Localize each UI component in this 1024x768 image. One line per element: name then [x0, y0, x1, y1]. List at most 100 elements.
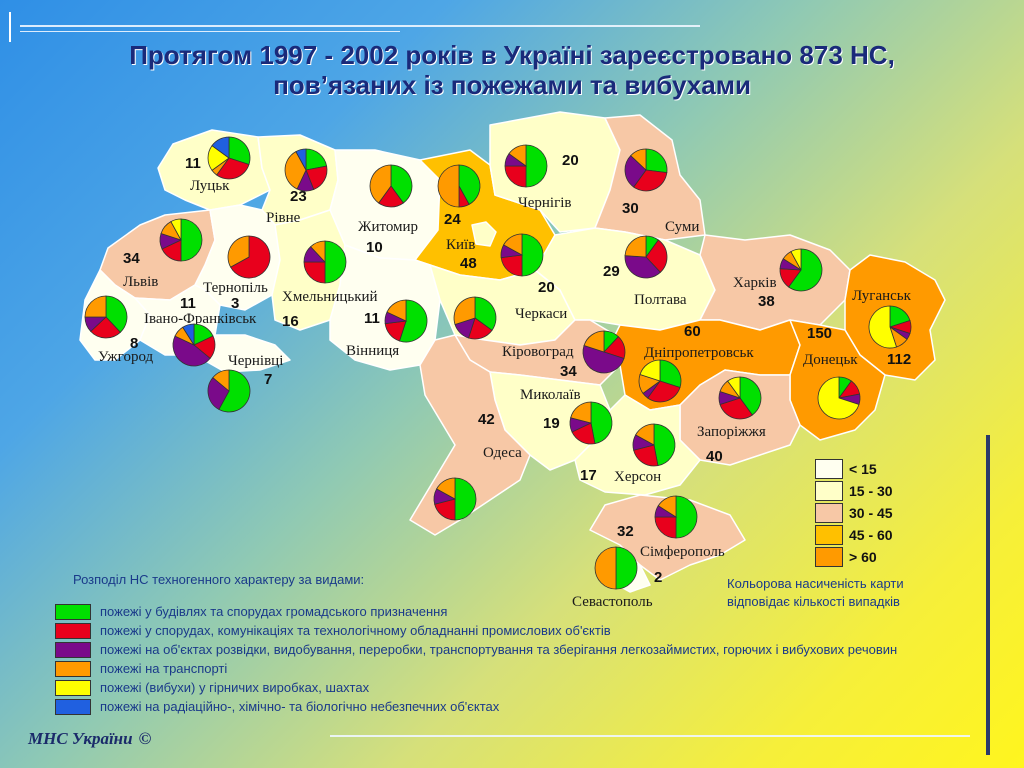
scale-row: 45 - 60: [815, 524, 915, 546]
type-label: пожежі (вибухи) у гірничих виробках, шах…: [100, 680, 370, 695]
brand-logo: МНС України ©: [28, 729, 151, 749]
copyright-icon: ©: [138, 729, 152, 748]
scale-label: < 15: [849, 461, 877, 477]
pie-crimea: [654, 495, 698, 539]
count-label-khmelnytskyi: 16: [282, 313, 299, 330]
pie-slice-orange: [386, 299, 407, 322]
pie-slice-purple: [582, 345, 625, 374]
brand-text: МНС України: [28, 729, 133, 748]
count-label-ternopil: 3: [231, 295, 239, 312]
count-label-lviv: 34: [123, 250, 140, 267]
pie-slice-green: [474, 296, 497, 331]
city-label-kirovohrad: Кіровоград: [502, 344, 574, 360]
pie-slice-orange: [84, 295, 107, 318]
city-label-uzhhorod: Ужгород: [98, 349, 154, 365]
pie-slice-yellow: [868, 305, 897, 349]
count-label-kherson: 17: [580, 467, 597, 484]
city-label-kharkiv: Харків: [733, 275, 777, 291]
pie-slice-orange: [212, 369, 230, 392]
pie-slice-green: [645, 148, 668, 174]
city-label-lutsk: Луцьк: [190, 178, 230, 194]
city-label-ternopil: Тернопіль: [203, 280, 268, 296]
pie-zhytomyr: [369, 164, 413, 208]
pie-donetsk: [817, 376, 861, 420]
pie-slice-orange: [503, 233, 523, 256]
pie-slice-orange: [583, 330, 605, 353]
pie-slice-red: [633, 444, 659, 467]
type-label: пожежі у будівлях та спорудах громадсько…: [100, 604, 448, 619]
region-kyiv-city[interactable]: [471, 221, 497, 247]
pie-slice-red: [654, 516, 677, 539]
scale-row: > 60: [815, 546, 915, 568]
scale-label: 15 - 30: [849, 483, 893, 499]
pie-slice-green: [521, 233, 544, 277]
count-label-odesa: 42: [478, 411, 495, 428]
count-label-chernihiv: 20: [562, 152, 579, 169]
type-swatch: [55, 642, 91, 658]
count-label-kirovohrad: 34: [560, 363, 577, 380]
pie-charts-layer: [84, 136, 912, 590]
page-title: Протягом 1997 - 2002 років в Україні зар…: [40, 40, 984, 100]
pie-slice-orange: [624, 235, 647, 258]
pie-slice-red: [303, 261, 326, 284]
type-label: пожежі у спорудах, комунікаціях та техно…: [100, 623, 611, 638]
pie-slice-orange: [436, 477, 456, 500]
pie-slice-green: [228, 136, 251, 165]
pie-slice-orange: [310, 240, 326, 264]
city-label-mykolaiv: Миколаїв: [520, 387, 581, 403]
pie-kharkiv: [779, 248, 823, 292]
pie-slice-green: [390, 164, 413, 204]
count-label-sevastopol: 2: [654, 569, 662, 586]
pie-slice-purple: [624, 155, 647, 188]
pie-slice-green: [525, 144, 548, 188]
city-label-kyiv: Київ: [446, 237, 475, 253]
scale-legend: < 15 15 - 30 30 - 45 45 - 60 > 60: [815, 458, 915, 568]
pie-sevastopol: [594, 546, 638, 590]
scale-swatch: [815, 547, 843, 567]
pie-cherkasy: [453, 296, 497, 340]
scale-row: 15 - 30: [815, 480, 915, 502]
scale-note-line-2: відповідає кількості випадків: [727, 594, 900, 609]
city-label-kherson: Херсон: [614, 469, 661, 485]
count-label-vinnytsia: 11: [364, 310, 380, 327]
pie-slice-green: [105, 295, 128, 333]
pie-slice-orange: [635, 423, 655, 446]
scale-row: < 15: [815, 458, 915, 480]
city-label-lviv: Львів: [123, 274, 158, 290]
pie-kirovohrad: [582, 330, 626, 374]
city-label-poltava: Полтава: [634, 292, 687, 308]
pie-slice-yellow: [817, 376, 860, 420]
count-label-poltava: 29: [603, 263, 620, 280]
decor-line-bottom: [330, 735, 970, 737]
pie-kyiv-city: [437, 164, 481, 208]
pie-mykolaiv: [569, 401, 613, 445]
pie-slice-orange: [453, 296, 476, 325]
pie-slice-red: [645, 239, 668, 273]
pie-slice-orange: [508, 144, 527, 167]
pie-slice-orange: [630, 148, 647, 171]
pie-slice-green: [788, 248, 823, 292]
pie-volyn: [207, 136, 251, 180]
count-label-kharkiv: 38: [758, 293, 775, 310]
pie-poltava: [624, 235, 668, 279]
decor-line-top-2: [20, 31, 400, 32]
pie-slice-green: [324, 240, 347, 284]
city-label-luhansk: Луганськ: [852, 288, 912, 304]
city-label-cherkasy: Черкаси: [515, 306, 567, 322]
scale-swatch: [815, 481, 843, 501]
pie-khmelnytskyi: [303, 240, 347, 284]
count-label-rivne: 23: [290, 188, 307, 205]
city-label-sevastopol: Севастополь: [572, 594, 653, 610]
labels-layer: Луцьк 11 Рівне 23 Житомир 10 Київ 24 48 …: [98, 152, 912, 610]
pie-slice-green: [739, 376, 762, 416]
city-label-zaporizhzhia: Запоріжжя: [697, 424, 766, 440]
pie-slice-green: [180, 218, 203, 262]
pie-slice-green: [675, 495, 698, 539]
pie-kyiv-oblast: [500, 233, 544, 277]
count-label-crimea: 32: [617, 523, 634, 540]
pie-slice-blue: [211, 136, 230, 159]
city-label-donetsk: Донецьк: [803, 352, 858, 368]
scale-row: 30 - 45: [815, 502, 915, 524]
city-label-chernihiv: Чернігів: [518, 195, 572, 211]
pie-sumy: [624, 148, 668, 192]
